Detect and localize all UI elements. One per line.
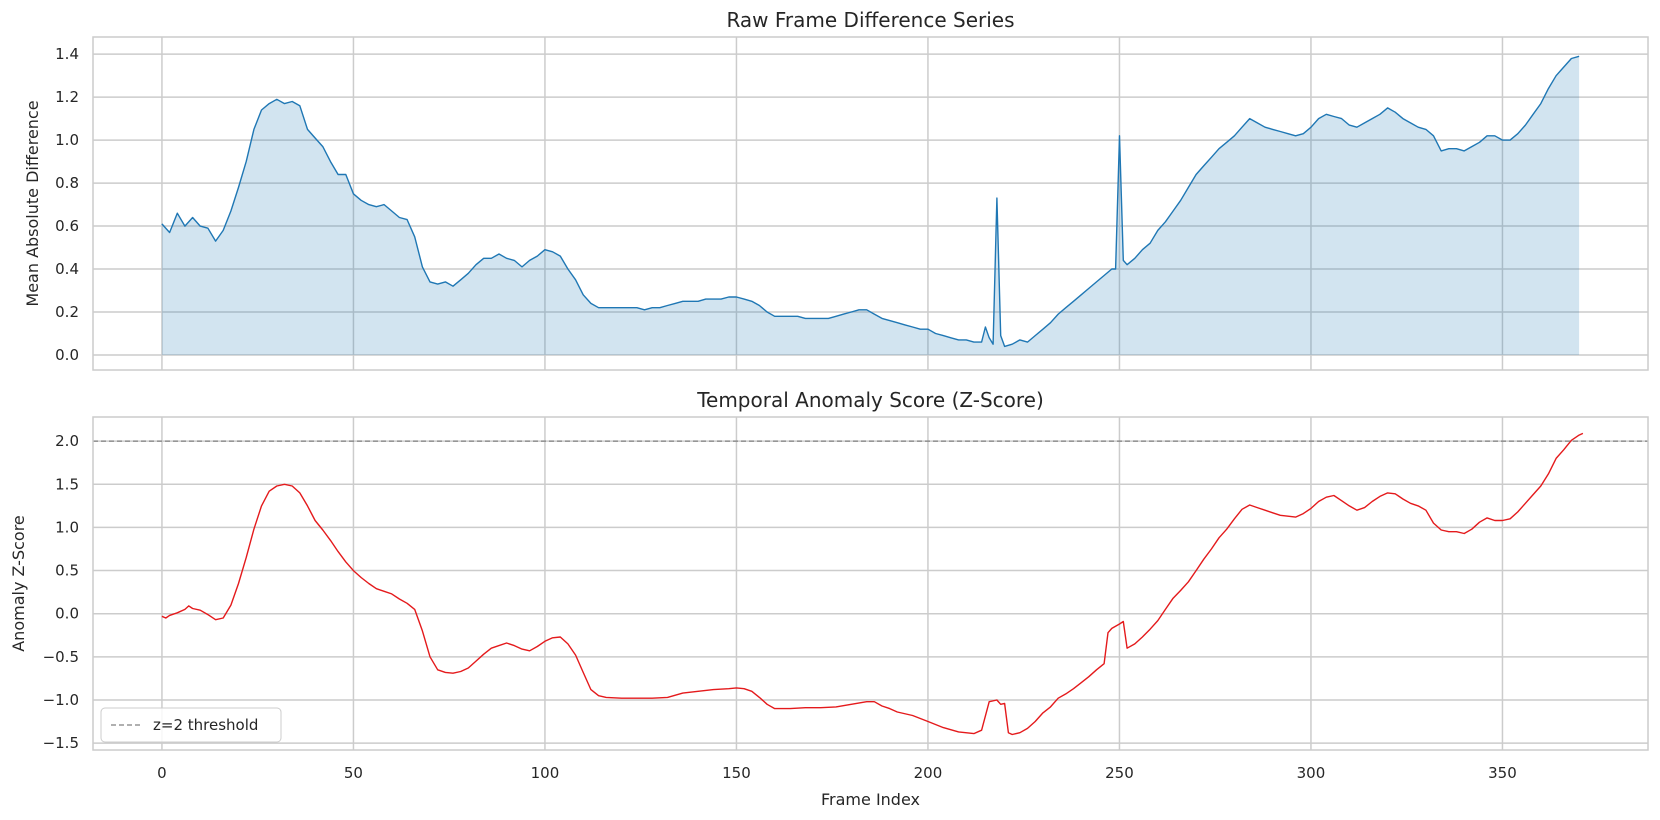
y-tick-label: 1.4 — [55, 45, 79, 63]
y-axis-label: Mean Absolute Difference — [23, 100, 42, 306]
y-tick-label: −0.5 — [43, 648, 79, 666]
subplot-2: −1.5 −1.0 −0.5 0.0 0.5 1.0 1.5 2.0 0 50 100 150 200 2… — [9, 388, 1649, 809]
x-tick-label: 300 — [1297, 764, 1326, 782]
y-tick-label: 0.0 — [55, 346, 79, 364]
x-tick-label: 100 — [531, 764, 560, 782]
y-tick-label: −1.0 — [43, 691, 79, 709]
y-tick-label: 0.2 — [55, 303, 79, 321]
y-tick-label: 0.6 — [55, 217, 79, 235]
y-tick-label: 2.0 — [55, 432, 79, 450]
x-tick-label: 350 — [1488, 764, 1517, 782]
y-tick-label: 1.5 — [55, 475, 79, 493]
area-fill — [161, 56, 1580, 356]
chart-title: Raw Frame Difference Series — [726, 8, 1014, 32]
y-tick-label: 1.0 — [55, 518, 79, 536]
x-tick-label: 250 — [1105, 764, 1134, 782]
series-line — [161, 432, 1584, 736]
y-tick-label: 0.4 — [55, 260, 79, 278]
y-tick-label: 0.5 — [55, 562, 79, 580]
y-tick-label: 1.0 — [55, 131, 79, 149]
plot-frame — [92, 36, 1649, 371]
y-tick-label: 0.8 — [55, 174, 79, 192]
y-tick-label: −1.5 — [43, 734, 79, 752]
x-tick-label: 200 — [914, 764, 943, 782]
x-tick-label: 0 — [157, 764, 167, 782]
x-tick-label: 50 — [344, 764, 363, 782]
x-axis-label: Frame Index — [821, 790, 920, 809]
legend-label: z=2 threshold — [153, 716, 258, 734]
legend: z=2 threshold — [100, 707, 282, 743]
plot-frame — [92, 416, 1649, 751]
x-tick-label: 150 — [722, 764, 751, 782]
y-tick-label: 0.0 — [55, 605, 79, 623]
y-axis-label: Anomaly Z-Score — [9, 515, 28, 652]
y-tick-label: 1.2 — [55, 88, 79, 106]
subplot-1: 0.0 0.2 0.4 0.6 0.8 1.0 1.2 1.4 Raw Frame Differ… — [23, 8, 1649, 371]
legend-box — [100, 707, 282, 743]
series-line — [161, 55, 1580, 348]
chart-title: Temporal Anomaly Score (Z-Score) — [696, 388, 1044, 412]
